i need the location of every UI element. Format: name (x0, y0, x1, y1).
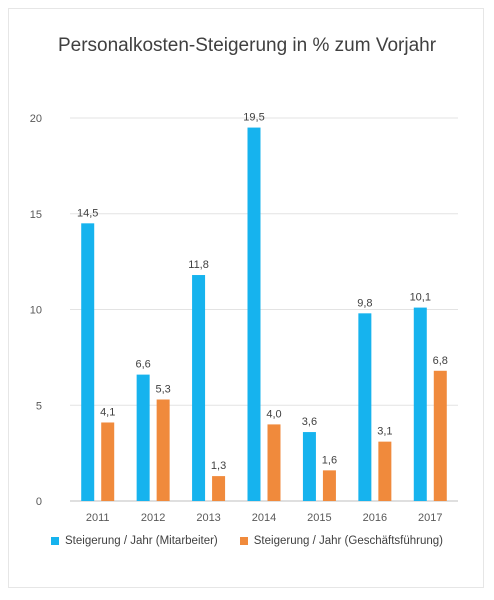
data-label: 9,8 (357, 297, 372, 309)
legend: Steigerung / Jahr (Mitarbeiter) Steigeru… (0, 535, 494, 547)
bar-mitarbeiter (81, 223, 95, 501)
y-tick-label: 10 (30, 305, 42, 317)
legend-item-mitarbeiter: Steigerung / Jahr (Mitarbeiter) (51, 535, 218, 547)
bar-geschaeftsfuehrung (433, 370, 447, 501)
x-tick-label: 2017 (418, 512, 442, 524)
data-label: 5,3 (155, 384, 170, 396)
bar-mitarbeiter (302, 432, 316, 501)
x-tick-label: 2012 (141, 512, 165, 524)
y-tick-label: 0 (36, 496, 42, 508)
bar-mitarbeiter (247, 127, 261, 501)
bar-geschaeftsfuehrung (322, 470, 336, 501)
legend-label-geschaeftsfuehrung: Steigerung / Jahr (Geschäftsführung) (253, 535, 443, 547)
data-label: 1,6 (322, 454, 337, 466)
y-tick-label: 20 (30, 113, 42, 125)
bar-mitarbeiter (358, 313, 372, 501)
x-tick-label: 2014 (252, 512, 276, 524)
bar-mitarbeiter (192, 275, 206, 501)
data-label: 1,3 (211, 460, 226, 472)
data-label: 4,1 (100, 406, 115, 418)
legend-label-mitarbeiter: Steigerung / Jahr (Mitarbeiter) (65, 535, 218, 547)
data-label: 6,8 (433, 355, 448, 367)
chart-title: Personalkosten-Steigerung in % zum Vorja… (57, 35, 437, 56)
legend-swatch-mitarbeiter (51, 537, 59, 545)
y-tick-label: 5 (36, 400, 42, 412)
x-tick-label: 2013 (196, 512, 220, 524)
bar-geschaeftsfuehrung (101, 422, 115, 501)
x-tick-label: 2011 (86, 512, 110, 524)
bar-geschaeftsfuehrung (156, 399, 170, 501)
data-label: 19,5 (243, 112, 264, 124)
bar-mitarbeiter (136, 374, 150, 501)
bar-geschaeftsfuehrung (267, 424, 281, 501)
bar-geschaeftsfuehrung (378, 441, 392, 501)
bar-geschaeftsfuehrung (212, 476, 226, 501)
data-label: 6,6 (135, 359, 150, 371)
data-label: 4,0 (266, 408, 281, 420)
y-tick-label: 15 (30, 209, 42, 221)
x-tick-label: 2016 (363, 512, 387, 524)
legend-swatch-geschaeftsfuehrung (239, 537, 248, 545)
data-label: 10,1 (410, 292, 431, 304)
bar-mitarbeiter (413, 307, 427, 501)
x-tick-label: 2015 (307, 512, 331, 524)
data-label: 3,6 (302, 416, 317, 428)
data-label: 14,5 (77, 207, 98, 219)
legend-item-geschaeftsfuehrung: Steigerung / Jahr (Geschäftsführung) (239, 535, 443, 547)
data-label: 3,1 (377, 426, 392, 438)
chart-frame (8, 8, 484, 588)
data-label: 11,8 (188, 259, 209, 271)
